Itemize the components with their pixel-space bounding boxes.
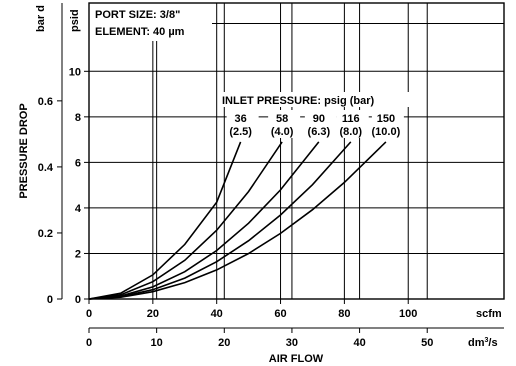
ybar-tick-label-0: 0: [47, 294, 53, 306]
grid: [89, 3, 504, 299]
curve-label-psig-36: 36: [235, 113, 247, 125]
xd-tick-label-0: 0: [86, 337, 92, 349]
curve-label-bg-116: [336, 110, 369, 138]
xd-tick-label-4: 40: [353, 337, 365, 349]
curve-labels: 36(2.5) 58(4.0) 90(6.3) 116(8.0) 150(10.0): [226, 110, 404, 138]
y-tick-label-2: 4: [75, 203, 82, 215]
curve-label-bg-36: [226, 110, 259, 138]
header-box: [89, 3, 212, 41]
y-primary-unit: psid: [69, 9, 81, 32]
x-axis-title: AIR FLOW: [269, 353, 324, 365]
x-secondary-unit-tail: /s: [488, 337, 497, 349]
y-tick-label-3: 6: [75, 157, 81, 169]
x-tick-label-5: 100: [399, 308, 417, 320]
x-tick-label-2: 40: [211, 308, 223, 320]
x-tick-label-0: 0: [86, 308, 92, 320]
curve-label-bar-150: (10.0): [372, 126, 401, 138]
legend-title: INLET PRESSURE: psig (bar): [222, 95, 375, 107]
y-tick-label-1: 2: [75, 248, 81, 260]
curve-label-psig-116: 116: [342, 113, 360, 125]
x-secondary-unit-sup: 3: [485, 337, 489, 344]
curves: [88, 141, 387, 300]
curve-label-psig-58: 58: [276, 113, 288, 125]
y-tick-label-5: 10: [69, 66, 81, 78]
x-secondary-unit-base: dm: [468, 337, 485, 349]
curve-label-bg-90: [304, 110, 337, 138]
curve-150: [88, 141, 387, 300]
curve-label-psig-90: 90: [313, 113, 325, 125]
x-tick-label-4: 80: [338, 308, 350, 320]
element-label: ELEMENT: 40 µm: [95, 26, 185, 38]
y-secondary-unit: bar d: [35, 5, 47, 32]
curve-label-bar-116: (8.0): [339, 126, 362, 138]
ybar-tick-label-3: 0.6: [38, 96, 53, 108]
curve-label-bg-58: [268, 110, 301, 138]
port-size-label: PORT SIZE: 3/8": [95, 9, 180, 21]
plot-frame: [88, 2, 505, 300]
xd-tick-label-5: 50: [421, 337, 433, 349]
xd-tick-label-1: 10: [151, 337, 163, 349]
curve-36: [88, 141, 242, 300]
x-tick-label-3: 60: [274, 308, 286, 320]
legend-title-bg: [220, 92, 410, 107]
curve-116: [88, 141, 352, 300]
y-axis-title: PRESSURE DROP: [18, 103, 30, 198]
ybar-tick-label-2: 0.4: [38, 162, 54, 174]
xd-tick-label-3: 30: [286, 337, 298, 349]
y-tick-label-0: 0: [75, 294, 81, 306]
x-primary-unit: scfm: [476, 308, 502, 320]
y-tick-label-4: 8: [75, 112, 81, 124]
x-tick-label-1: 20: [147, 308, 159, 320]
ybar-tick-label-1: 0.2: [38, 228, 53, 240]
curve-58: [88, 141, 283, 300]
curve-label-psig-150: 150: [377, 113, 395, 125]
curve-label-bar-36: (2.5): [229, 126, 252, 138]
curve-90: [88, 141, 320, 300]
curve-label-bar-58: (4.0): [271, 126, 294, 138]
curve-label-bg-150: [371, 110, 404, 138]
curve-label-bar-90: (6.3): [308, 126, 331, 138]
x-secondary-unit: dm3/s: [468, 337, 498, 349]
xd-tick-label-2: 20: [218, 337, 230, 349]
